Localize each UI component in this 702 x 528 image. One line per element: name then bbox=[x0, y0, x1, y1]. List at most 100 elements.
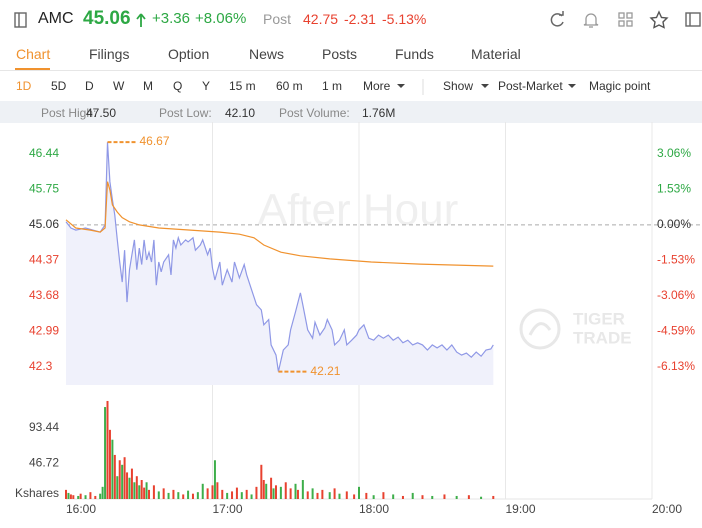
volume-bar bbox=[455, 495, 458, 499]
volume-bar bbox=[162, 488, 165, 499]
up-arrow bbox=[136, 13, 146, 27]
volume-bar bbox=[121, 464, 124, 499]
tab[interactable]: Material bbox=[471, 46, 521, 62]
volume-bar bbox=[140, 480, 143, 499]
y2-tick-label: -4.59% bbox=[657, 323, 695, 337]
volume-bar bbox=[157, 491, 160, 499]
volume-bar bbox=[135, 476, 138, 499]
volume-bar bbox=[260, 464, 263, 499]
volume-bar bbox=[289, 488, 292, 499]
volume-bar bbox=[118, 460, 121, 499]
volume-bar bbox=[133, 482, 136, 499]
grid-icon[interactable] bbox=[618, 12, 633, 27]
volume-bar bbox=[89, 492, 92, 499]
volume-bar bbox=[69, 494, 72, 499]
volume-bar bbox=[101, 486, 104, 499]
volume-bar bbox=[431, 495, 434, 499]
show-menu[interactable]: Show bbox=[443, 79, 474, 93]
volume-unit: Kshares bbox=[15, 486, 59, 500]
ticker: AMC bbox=[38, 10, 74, 27]
x-tick-label: 19:00 bbox=[506, 502, 536, 516]
volume-bar bbox=[123, 457, 126, 499]
volume-bar bbox=[333, 488, 336, 499]
x-tick-label: 20:00 bbox=[652, 502, 682, 516]
volume-bar bbox=[128, 477, 131, 499]
volume-bar bbox=[294, 483, 297, 499]
volume-bar bbox=[77, 495, 80, 499]
volume-bar bbox=[306, 491, 309, 499]
period[interactable]: 5D bbox=[51, 79, 67, 93]
volume-bar bbox=[172, 489, 175, 499]
volume-bar bbox=[265, 483, 268, 499]
y2-tick-label: 1.53% bbox=[657, 182, 691, 196]
magic-point[interactable]: Magic point bbox=[589, 79, 651, 93]
stat-label: Post Low: bbox=[159, 106, 212, 120]
volume-bar bbox=[211, 485, 214, 499]
volume-bar bbox=[321, 489, 324, 499]
tab[interactable]: Filings bbox=[89, 46, 130, 62]
period[interactable]: 60 m bbox=[276, 79, 303, 93]
tab[interactable]: Option bbox=[168, 46, 210, 62]
period[interactable]: 1 m bbox=[322, 79, 343, 93]
volume-bar bbox=[492, 495, 495, 499]
change: +3.36 bbox=[152, 10, 190, 27]
volume-bar bbox=[182, 494, 185, 499]
volume-bar bbox=[116, 476, 119, 499]
y-tick-label: 42.3 bbox=[29, 359, 53, 373]
volume-bar bbox=[113, 454, 116, 499]
price-area bbox=[66, 142, 494, 385]
y2-tick-label: 0.00% bbox=[657, 217, 691, 231]
refresh-icon[interactable] bbox=[550, 11, 564, 27]
volume-bar bbox=[316, 492, 319, 499]
volume-bar bbox=[126, 472, 129, 499]
period[interactable]: Q bbox=[173, 79, 183, 93]
volume-bar bbox=[206, 488, 209, 499]
y-tick-label: 46.44 bbox=[29, 146, 59, 160]
volume-bar bbox=[401, 495, 404, 499]
period[interactable]: 15 m bbox=[229, 79, 256, 93]
volume-bar bbox=[108, 429, 111, 499]
stat-label: Post High: bbox=[41, 106, 97, 120]
stat-value: 42.10 bbox=[225, 106, 256, 120]
tab[interactable]: News bbox=[249, 46, 285, 62]
tab[interactable]: Posts bbox=[322, 46, 358, 62]
stat-label: Post Volume: bbox=[279, 106, 350, 120]
y2-tick-label: -6.13% bbox=[657, 359, 695, 373]
volume-tick-label: 46.72 bbox=[29, 456, 59, 470]
more-menu[interactable]: More bbox=[363, 79, 391, 93]
period[interactable]: M bbox=[143, 79, 153, 93]
period[interactable]: D bbox=[85, 79, 94, 93]
stat-value: 1.76M bbox=[362, 106, 396, 120]
grid bbox=[66, 122, 700, 499]
volume-bar bbox=[231, 491, 234, 499]
volume-bar bbox=[255, 486, 258, 499]
volume-bar bbox=[152, 485, 155, 499]
period[interactable]: 1D bbox=[16, 79, 32, 93]
menu-icon[interactable] bbox=[14, 12, 28, 28]
period[interactable]: W bbox=[113, 79, 125, 93]
period[interactable]: Y bbox=[202, 79, 211, 93]
x-tick-label: 17:00 bbox=[213, 502, 243, 516]
volume-bar bbox=[345, 491, 348, 499]
brand-text: TIGER bbox=[573, 309, 625, 328]
panel-icon[interactable] bbox=[685, 12, 701, 27]
header-icons bbox=[550, 10, 701, 29]
volume-bar bbox=[301, 480, 304, 499]
star-icon[interactable] bbox=[649, 10, 669, 29]
volume-bar bbox=[338, 493, 341, 499]
volume-bar bbox=[187, 490, 190, 499]
volume-bar bbox=[272, 488, 275, 499]
volume-bar bbox=[311, 488, 314, 499]
volume-bar bbox=[111, 439, 114, 499]
bell-icon[interactable] bbox=[583, 13, 599, 28]
tab[interactable]: Funds bbox=[395, 46, 434, 62]
session-menu[interactable]: Post-Market bbox=[498, 79, 563, 93]
volume-bar bbox=[284, 482, 287, 499]
volume-bar bbox=[191, 493, 194, 499]
tab[interactable]: Chart bbox=[16, 46, 51, 62]
volume-bar bbox=[216, 482, 219, 499]
price-line bbox=[65, 181, 494, 267]
volume-bar bbox=[143, 487, 146, 499]
change-pct: +8.06% bbox=[195, 10, 247, 27]
